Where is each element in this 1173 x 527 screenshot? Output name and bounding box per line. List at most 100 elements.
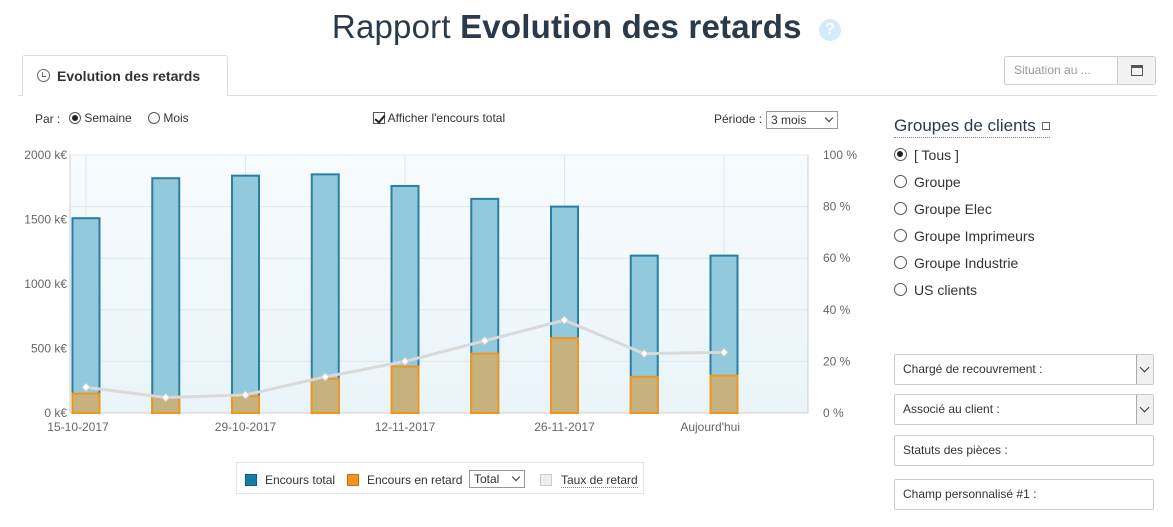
- y-right-tick-label: 20 %: [823, 354, 851, 368]
- group-radio[interactable]: [894, 256, 907, 269]
- point-taux-retard[interactable]: [400, 356, 410, 367]
- chevron-down-icon: [824, 113, 834, 123]
- group-label: US clients: [914, 282, 978, 298]
- page-title: Rapport Evolution des retards ?: [0, 8, 1173, 46]
- group-radio[interactable]: [894, 175, 907, 188]
- x-tick-label: Aujourd'hui: [680, 420, 740, 434]
- group-label: Groupe: [914, 174, 961, 190]
- y-right-tick-label: 100 %: [823, 148, 857, 162]
- bar-encours-retard[interactable]: [709, 374, 739, 414]
- group-option[interactable]: US clients: [894, 282, 977, 298]
- radio-semaine-label: Semaine: [84, 111, 132, 125]
- group-option[interactable]: Groupe Elec: [894, 201, 992, 217]
- charge-recouvrement-select[interactable]: Chargé de recouvrement :: [894, 354, 1154, 385]
- radio-semaine-indicator[interactable]: [69, 112, 81, 124]
- group-radio[interactable]: [894, 283, 907, 296]
- legend-retard-select-value: Total: [474, 472, 500, 486]
- x-tick-label: 29-10-2017: [215, 420, 277, 434]
- chevron-down-icon: [511, 472, 521, 482]
- calendar-icon: [1131, 65, 1143, 76]
- y-right-tick-label: 0 %: [823, 406, 844, 420]
- bar-encours-retard[interactable]: [390, 365, 420, 414]
- point-taux-retard[interactable]: [639, 348, 649, 359]
- external-link-icon[interactable]: [1041, 122, 1050, 130]
- point-taux-retard[interactable]: [320, 372, 330, 382]
- group-label: Groupe Elec: [914, 201, 992, 217]
- chart-legend: Encours total Encours en retard Total Ta…: [236, 462, 644, 494]
- page-title-main: Evolution des retards: [460, 8, 802, 45]
- periode-label: Période :: [714, 112, 763, 126]
- tab-evolution-retards[interactable]: Evolution des retards: [22, 55, 228, 96]
- chevron-down-icon[interactable]: [1136, 395, 1153, 424]
- page-title-prefix: Rapport: [331, 8, 451, 45]
- bar-encours-total[interactable]: [151, 177, 181, 414]
- y-left-tick-label: 500 k€: [31, 342, 67, 356]
- legend-swatch-encours-retard[interactable]: [347, 474, 359, 486]
- group-option[interactable]: Groupe: [894, 174, 961, 190]
- calendar-button[interactable]: [1117, 56, 1156, 85]
- help-icon[interactable]: ?: [819, 19, 842, 41]
- group-radio[interactable]: [894, 148, 907, 161]
- radio-mois-indicator[interactable]: [148, 112, 160, 124]
- group-label: Groupe Imprimeurs: [914, 228, 1035, 244]
- bar-encours-retard[interactable]: [71, 392, 101, 414]
- x-tick-label: 26-11-2017: [534, 420, 595, 434]
- statuts-pieces-label: Statuts des pièces :: [903, 443, 1008, 457]
- legend-swatch-encours-total[interactable]: [245, 474, 257, 486]
- legend-label-encours-retard[interactable]: Encours en retard: [367, 473, 463, 487]
- y-right-tick-label: 60 %: [823, 251, 851, 265]
- periode-select-value: 3 mois: [771, 113, 807, 127]
- statuts-pieces-field[interactable]: Statuts des pièces :: [894, 435, 1154, 466]
- bar-encours-total[interactable]: [71, 217, 101, 414]
- chevron-down-icon[interactable]: [1136, 355, 1153, 384]
- champ-personnalise-field[interactable]: Champ personnalisé #1 :: [894, 479, 1154, 510]
- group-option[interactable]: Groupe Imprimeurs: [894, 228, 1035, 244]
- legend-retard-select[interactable]: Total: [469, 470, 525, 488]
- associe-client-label: Associé au client :: [903, 402, 1000, 416]
- x-tick-label: 15-10-2017: [47, 420, 109, 434]
- tab-label: Evolution des retards: [57, 68, 201, 84]
- bar-encours-retard[interactable]: [550, 337, 579, 414]
- radio-mois[interactable]: Mois: [148, 111, 189, 125]
- afficher-encours-total-box[interactable]: [373, 112, 385, 124]
- group-option[interactable]: Groupe Industrie: [894, 255, 1018, 271]
- y-left-tick-label: 2000 k€: [24, 148, 67, 162]
- champ-personnalise-label: Champ personnalisé #1 :: [903, 487, 1037, 501]
- group-radio[interactable]: [894, 202, 907, 215]
- charge-recouvrement-label: Chargé de recouvrement :: [903, 362, 1043, 376]
- radio-semaine[interactable]: Semaine: [69, 111, 132, 125]
- group-label: Groupe Industrie: [914, 255, 1019, 271]
- point-taux-retard[interactable]: [559, 315, 570, 325]
- legend-label-taux[interactable]: Taux de retard: [561, 473, 638, 488]
- bar-encours-retard[interactable]: [310, 377, 340, 415]
- y-right-tick-label: 40 %: [823, 303, 851, 317]
- y-left-tick-label: 1500 k€: [24, 213, 67, 227]
- point-taux-retard[interactable]: [480, 336, 490, 346]
- group-label: [ Tous ]: [914, 147, 959, 163]
- groups-title: Groupes de clients: [894, 116, 1050, 138]
- tab-strip-border: [18, 95, 1157, 96]
- point-taux-retard[interactable]: [240, 390, 251, 400]
- legend-label-encours-total[interactable]: Encours total: [265, 473, 336, 487]
- point-taux-retard[interactable]: [719, 347, 729, 358]
- legend-swatch-taux[interactable]: [540, 474, 552, 486]
- par-label: Par :: [35, 112, 61, 126]
- afficher-encours-total-checkbox[interactable]: Afficher l'encours total: [373, 111, 505, 125]
- bar-encours-total[interactable]: [231, 174, 260, 414]
- y-right-tick-label: 80 %: [823, 200, 851, 214]
- periode-select[interactable]: 3 mois: [766, 111, 838, 129]
- bar-encours-retard[interactable]: [629, 375, 659, 415]
- group-option[interactable]: [ Tous ]: [894, 147, 959, 163]
- point-taux-retard[interactable]: [81, 382, 91, 392]
- groups-title-text: Groupes de clients: [894, 116, 1036, 135]
- y-left-tick-label: 1000 k€: [24, 277, 67, 291]
- afficher-encours-total-label: Afficher l'encours total: [387, 111, 506, 125]
- associe-client-select[interactable]: Associé au client :: [894, 394, 1154, 425]
- x-tick-label: 12-11-2017: [375, 420, 436, 434]
- group-radio[interactable]: [894, 229, 907, 242]
- situation-date-input[interactable]: Situation au ...: [1004, 56, 1117, 85]
- point-taux-retard[interactable]: [161, 392, 171, 403]
- clock-refresh-icon: [37, 69, 50, 82]
- bar-encours-retard[interactable]: [470, 352, 500, 415]
- plot-background: [70, 155, 808, 413]
